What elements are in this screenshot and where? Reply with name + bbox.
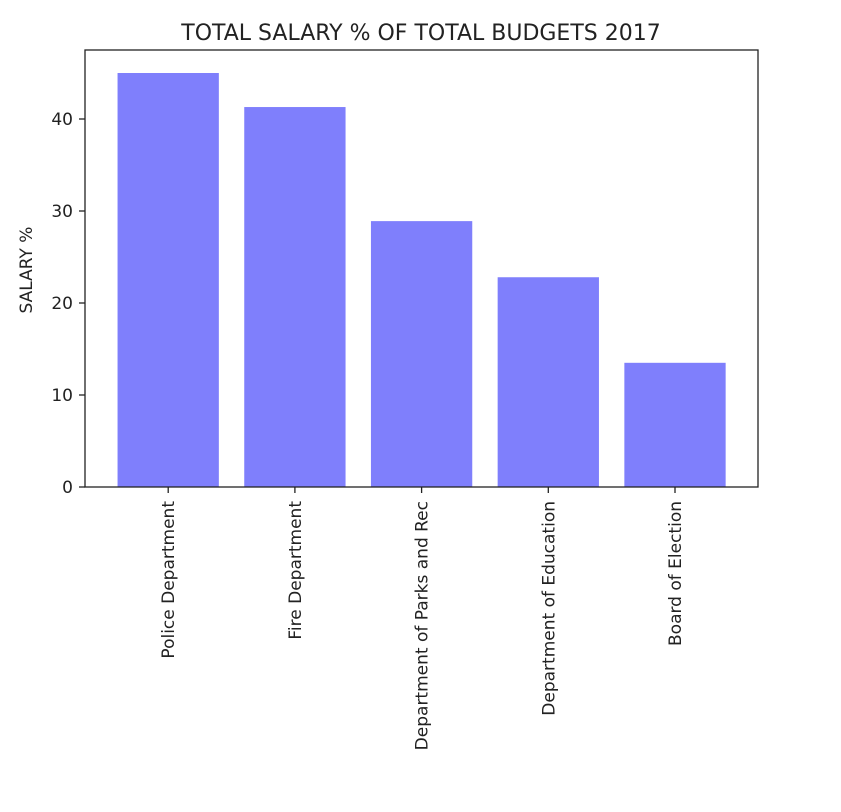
y-ticks-group: 0 10 20 30 40 (51, 110, 85, 498)
y-tick-label: 20 (51, 294, 73, 314)
y-axis-label: SALARY % (17, 227, 37, 314)
chart-title: TOTAL SALARY % OF TOTAL BUDGETS 2017 (180, 21, 660, 46)
x-tick-label: Fire Department (286, 501, 306, 640)
y-tick-label: 0 (62, 478, 73, 498)
x-tick-label: Board of Election (666, 501, 686, 646)
bars-group (117, 73, 726, 487)
x-tick-label: Department of Parks and Rec (413, 501, 433, 750)
bar-1 (117, 73, 219, 487)
bar-4 (497, 277, 599, 487)
bar-3 (370, 221, 473, 487)
plot-frame (84, 49, 759, 488)
y-tick-label: 10 (51, 386, 73, 406)
x-ticks-group: Police Department Fire Department Departme… (159, 487, 686, 750)
y-tick-label: 40 (51, 110, 73, 130)
x-tick-label: Police Department (159, 501, 179, 659)
bar-5 (624, 362, 726, 487)
bar-2 (244, 107, 346, 487)
y-tick-label: 30 (51, 202, 73, 222)
x-tick-label: Department of Education (539, 501, 559, 716)
